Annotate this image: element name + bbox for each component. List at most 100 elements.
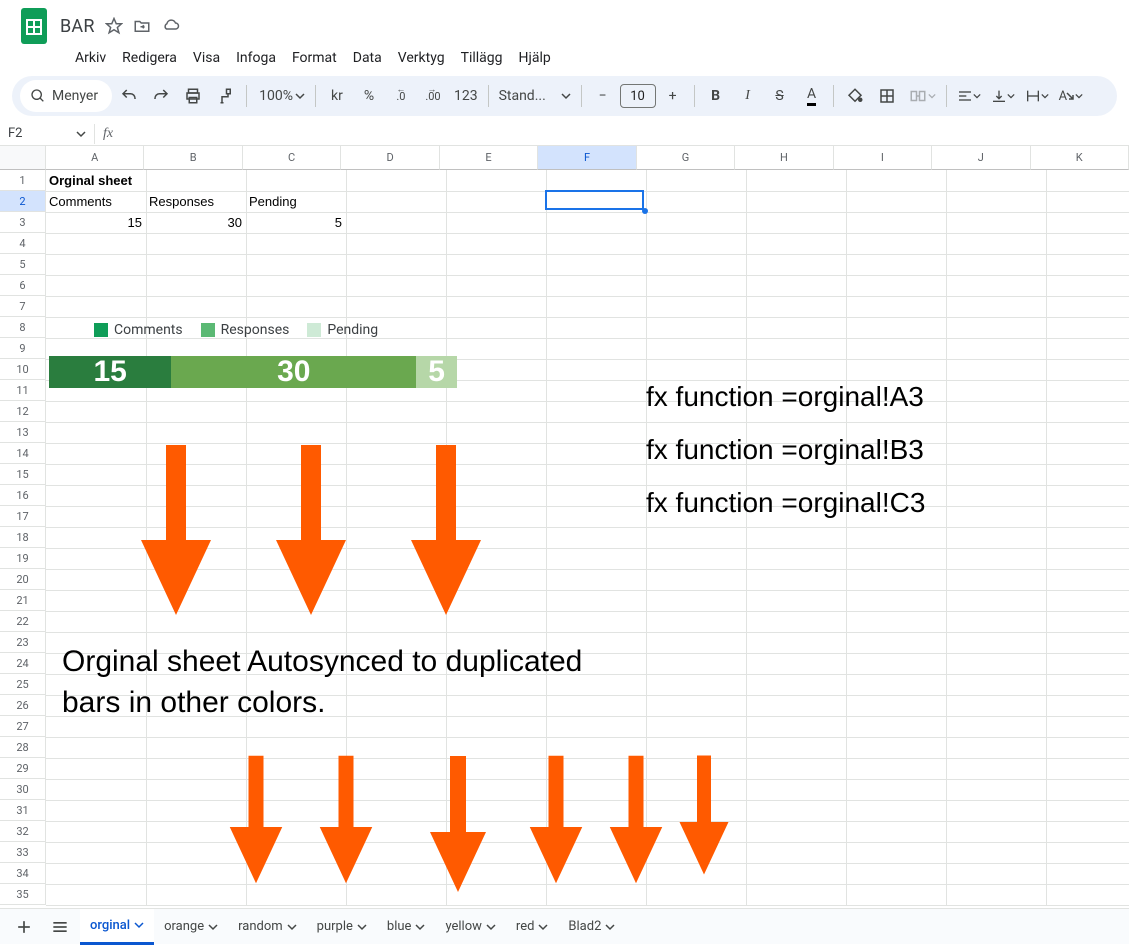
row-header[interactable]: 6 <box>0 275 46 296</box>
number-format-dropdown[interactable]: 123 <box>450 81 482 111</box>
bold-button[interactable]: B <box>701 81 731 111</box>
cell[interactable]: 15 <box>46 212 145 233</box>
row-header[interactable]: 21 <box>0 590 46 611</box>
search-menus[interactable]: Menyer <box>20 80 112 112</box>
sheet-tab[interactable]: orginal <box>80 909 154 945</box>
redo-button[interactable] <box>146 81 176 111</box>
row-header[interactable]: 13 <box>0 422 46 443</box>
cell-area[interactable]: Orginal sheetCommentsResponsesPending 153… <box>46 170 1129 905</box>
menu-verktyg[interactable]: Verktyg <box>391 46 452 70</box>
row-header[interactable]: 12 <box>0 401 46 422</box>
increase-decimal-button[interactable]: .00→ <box>418 81 448 111</box>
cell[interactable]: 30 <box>146 212 245 233</box>
column-header[interactable]: H <box>735 146 833 170</box>
borders-button[interactable] <box>872 81 902 111</box>
name-box-dropdown-icon[interactable] <box>76 129 86 139</box>
cell[interactable]: 5 <box>246 212 345 233</box>
column-header[interactable]: D <box>341 146 439 170</box>
italic-button[interactable]: I <box>733 81 763 111</box>
sheet-tab[interactable]: red <box>506 909 559 945</box>
menu-format[interactable]: Format <box>285 46 344 70</box>
column-header[interactable]: G <box>637 146 735 170</box>
sheet-tab-dropdown-icon[interactable] <box>134 920 144 930</box>
sheet-tab-dropdown-icon[interactable] <box>208 922 218 932</box>
cloud-status-icon[interactable] <box>161 17 181 35</box>
menu-redigera[interactable]: Redigera <box>115 46 184 70</box>
row-header[interactable]: 19 <box>0 548 46 569</box>
document-title[interactable]: BAR <box>60 16 95 37</box>
stacked-bar-chart[interactable]: 15305 <box>49 356 457 388</box>
sheet-tab[interactable]: random <box>228 909 307 945</box>
column-header[interactable]: C <box>243 146 341 170</box>
paint-format-button[interactable] <box>210 81 240 111</box>
sheets-logo-icon[interactable] <box>16 8 52 44</box>
all-sheets-button[interactable] <box>44 911 76 943</box>
cell[interactable]: Pending <box>246 191 345 212</box>
sheet-tab-dropdown-icon[interactable] <box>486 922 496 932</box>
sheet-tab-dropdown-icon[interactable] <box>538 922 548 932</box>
cell[interactable]: Orginal sheet <box>46 170 145 191</box>
menu-hjalp[interactable]: Hjälp <box>512 46 558 70</box>
row-header[interactable]: 23 <box>0 632 46 653</box>
fill-color-button[interactable] <box>840 81 870 111</box>
row-header[interactable]: 15 <box>0 464 46 485</box>
row-header[interactable]: 28 <box>0 737 46 758</box>
row-header[interactable]: 30 <box>0 779 46 800</box>
sheet-tab[interactable]: blue <box>377 909 436 945</box>
move-folder-icon[interactable] <box>133 17 151 35</box>
cell[interactable]: Comments <box>46 191 145 212</box>
column-header[interactable]: I <box>834 146 932 170</box>
percent-button[interactable]: % <box>354 81 384 111</box>
add-sheet-button[interactable] <box>8 911 40 943</box>
sheet-tab-dropdown-icon[interactable] <box>605 922 615 932</box>
select-all-corner[interactable] <box>0 146 46 170</box>
column-header[interactable]: A <box>46 146 144 170</box>
text-rotation-button[interactable]: A <box>1055 81 1087 111</box>
menu-infoga[interactable]: Infoga <box>229 46 283 70</box>
row-header[interactable]: 4 <box>0 233 46 254</box>
menu-tillagg[interactable]: Tillägg <box>454 46 510 70</box>
menu-arkiv[interactable]: Arkiv <box>68 46 113 70</box>
row-header[interactable]: 14 <box>0 443 46 464</box>
row-header[interactable]: 35 <box>0 884 46 905</box>
column-header[interactable]: K <box>1031 146 1129 170</box>
menu-data[interactable]: Data <box>346 46 389 70</box>
row-header[interactable]: 3 <box>0 212 46 233</box>
vertical-align-button[interactable] <box>987 81 1019 111</box>
row-header[interactable]: 17 <box>0 506 46 527</box>
cell[interactable]: Responses <box>146 191 245 212</box>
row-header[interactable]: 32 <box>0 821 46 842</box>
row-header[interactable]: 26 <box>0 695 46 716</box>
currency-button[interactable]: kr <box>322 81 352 111</box>
sheet-tab[interactable]: Blad2 <box>558 909 625 945</box>
row-header[interactable]: 34 <box>0 863 46 884</box>
text-color-button[interactable]: A <box>797 81 827 111</box>
column-header[interactable]: B <box>144 146 242 170</box>
strikethrough-button[interactable]: S <box>765 81 795 111</box>
sheet-tab[interactable]: purple <box>307 909 377 945</box>
sheet-tab[interactable]: yellow <box>435 909 505 945</box>
row-header[interactable]: 27 <box>0 716 46 737</box>
decrease-decimal-button[interactable]: .0← <box>386 81 416 111</box>
sheet-tab-dropdown-icon[interactable] <box>287 922 297 932</box>
text-wrap-button[interactable] <box>1021 81 1053 111</box>
sheet-tab[interactable]: orange <box>154 909 228 945</box>
star-icon[interactable] <box>105 17 123 35</box>
row-header[interactable]: 31 <box>0 800 46 821</box>
row-header[interactable]: 29 <box>0 758 46 779</box>
selection-handle[interactable] <box>642 208 648 214</box>
row-header[interactable]: 24 <box>0 653 46 674</box>
row-header[interactable]: 22 <box>0 611 46 632</box>
font-family-dropdown[interactable]: Stand... <box>495 81 575 111</box>
merge-cells-button[interactable] <box>904 81 940 111</box>
print-button[interactable] <box>178 81 208 111</box>
row-header[interactable]: 18 <box>0 527 46 548</box>
column-header[interactable]: J <box>932 146 1030 170</box>
row-header[interactable]: 9 <box>0 338 46 359</box>
name-box[interactable]: F2 <box>8 126 68 141</box>
row-header[interactable]: 2 <box>0 191 46 212</box>
row-header[interactable]: 5 <box>0 254 46 275</box>
column-header[interactable]: E <box>440 146 538 170</box>
font-size-input[interactable]: 10 <box>620 84 656 108</box>
row-header[interactable]: 16 <box>0 485 46 506</box>
